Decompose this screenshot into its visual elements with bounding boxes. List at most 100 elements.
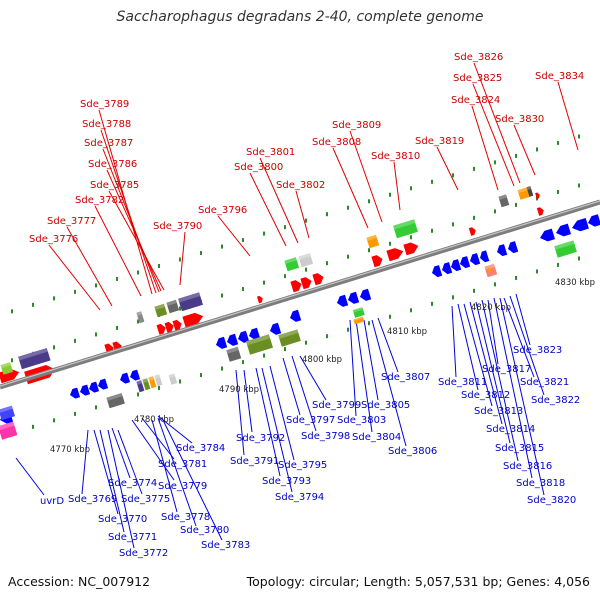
gene-label-forward[interactable]: Sde_3790 xyxy=(153,221,202,232)
gene-label-reverse[interactable]: Sde_3783 xyxy=(201,540,250,551)
leader-line-reverse xyxy=(282,357,301,416)
gene-label-reverse[interactable]: Sde_3806 xyxy=(388,446,437,457)
leader-line-reverse xyxy=(261,367,293,493)
gene-label-reverse[interactable]: uvrD xyxy=(40,496,64,507)
gene-label-reverse[interactable]: Sde_3774 xyxy=(108,478,157,489)
gene-label-reverse[interactable]: Sde_3815 xyxy=(495,443,544,454)
coord-label: 4820 kbp xyxy=(471,303,511,313)
gene-label-reverse[interactable]: Sde_3798 xyxy=(301,431,350,442)
gene-arrow-reverse xyxy=(451,259,462,272)
leader-line-reverse xyxy=(15,457,45,496)
gene-label-reverse[interactable]: Sde_3818 xyxy=(516,478,565,489)
gene-label-reverse[interactable]: Sde_3797 xyxy=(286,415,335,426)
gene-box xyxy=(366,234,380,249)
gene-label-reverse[interactable]: Sde_3792 xyxy=(236,433,285,444)
gene-label-reverse[interactable]: Sde_3781 xyxy=(158,459,207,470)
gene-label-reverse[interactable]: Sde_3807 xyxy=(381,372,430,383)
gene-label-reverse[interactable]: Sde_3811 xyxy=(438,377,487,388)
leader-line-reverse xyxy=(117,429,143,495)
gene-label-reverse[interactable]: Sde_3791 xyxy=(230,456,279,467)
gene-box xyxy=(106,393,125,409)
gene-arrow-reverse xyxy=(70,387,81,399)
gene-label-reverse[interactable]: Sde_3769 xyxy=(68,494,117,505)
gene-label-reverse[interactable]: Sde_3813 xyxy=(474,406,523,417)
gene-label-forward[interactable]: Sde_3796 xyxy=(198,205,247,216)
gene-label-forward[interactable]: Sde_3801 xyxy=(246,147,295,158)
gene-label-forward[interactable]: Sde_3808 xyxy=(312,137,361,148)
gene-arrow-forward xyxy=(403,242,419,256)
gene-label-reverse[interactable]: Sde_3816 xyxy=(503,461,552,472)
gene-label-forward[interactable]: Sde_3800 xyxy=(234,162,283,173)
leader-line-forward xyxy=(94,205,142,297)
gene-label-reverse[interactable]: Sde_3784 xyxy=(176,443,225,454)
gene-box xyxy=(298,253,314,268)
gene-label-forward[interactable]: Sde_3830 xyxy=(495,114,544,125)
gene-label-forward[interactable]: Sde_3785 xyxy=(90,180,139,191)
gene-arrow-reverse xyxy=(238,330,250,343)
gene-label-forward[interactable]: Sde_3788 xyxy=(82,119,131,130)
gene-label-reverse[interactable]: Sde_3793 xyxy=(262,476,311,487)
gene-label-reverse[interactable]: Sde_3772 xyxy=(119,548,168,559)
gene-arrow-reverse xyxy=(227,333,239,346)
leader-line-forward xyxy=(473,62,521,184)
leader-line-reverse xyxy=(255,367,281,477)
leader-line-reverse xyxy=(161,417,223,541)
gene-label-reverse[interactable]: Sde_3814 xyxy=(486,424,535,435)
gene-arrow-forward xyxy=(156,323,166,335)
gene-label-reverse[interactable]: Sde_3780 xyxy=(180,525,229,536)
gene-arrow-reverse xyxy=(572,218,589,232)
gene-label-forward[interactable]: Sde_3819 xyxy=(415,136,464,147)
gene-label-forward[interactable]: Sde_3789 xyxy=(80,99,129,110)
gene-label-forward[interactable]: Sde_3834 xyxy=(535,71,584,82)
gene-label-forward[interactable]: Sde_3826 xyxy=(454,52,503,63)
leader-line-forward xyxy=(66,226,113,307)
leader-line-forward xyxy=(108,190,165,291)
gene-label-reverse[interactable]: Sde_3821 xyxy=(520,377,569,388)
accession-text: Accession: NC_007912 xyxy=(8,574,151,589)
gene-label-reverse[interactable]: Sde_3795 xyxy=(278,460,327,471)
leader-line-reverse xyxy=(457,303,479,391)
gene-box xyxy=(18,347,51,370)
gene-label-reverse[interactable]: Sde_3770 xyxy=(98,514,147,525)
gene-label-reverse[interactable]: Sde_3812 xyxy=(461,390,510,401)
gene-arrow-reverse xyxy=(120,372,131,384)
gene-arrow-reverse xyxy=(588,214,600,227)
leader-line-forward xyxy=(102,148,160,293)
gene-label-reverse[interactable]: Sde_3778 xyxy=(161,512,210,523)
gene-label-reverse[interactable]: Sde_3799 xyxy=(312,400,361,411)
gene-label-forward[interactable]: Sde_3787 xyxy=(84,138,133,149)
gene-label-reverse[interactable]: Sde_3817 xyxy=(482,364,531,375)
gene-label-reverse[interactable]: Sde_3771 xyxy=(108,532,157,543)
gene-box xyxy=(0,362,14,375)
gene-arrow-forward xyxy=(290,280,302,293)
gene-label-reverse[interactable]: Sde_3804 xyxy=(352,432,401,443)
gene-label-reverse[interactable]: Sde_3775 xyxy=(121,494,170,505)
gene-label-forward[interactable]: Sde_3824 xyxy=(451,95,500,106)
gene-label-reverse[interactable]: Sde_3803 xyxy=(337,415,386,426)
gene-label-forward[interactable]: Sde_3777 xyxy=(47,216,96,227)
gene-arrow-reverse xyxy=(80,384,91,396)
gene-box xyxy=(154,374,163,387)
gene-label-forward[interactable]: Sde_3802 xyxy=(276,180,325,191)
gene-label-forward[interactable]: Sde_3776 xyxy=(29,234,78,245)
genome-summary-text: Topology: circular; Length: 5,057,531 bp… xyxy=(246,574,590,589)
gene-box xyxy=(352,307,365,318)
gene-label-forward[interactable]: Sde_3786 xyxy=(88,159,137,170)
gene-label-forward[interactable]: Sde_3825 xyxy=(453,73,502,84)
leader-line-reverse xyxy=(355,319,373,433)
gene-label-forward[interactable]: Sde_3810 xyxy=(371,151,420,162)
gene-label-reverse[interactable]: Sde_3805 xyxy=(361,400,410,411)
gene-label-reverse[interactable]: Sde_3823 xyxy=(513,345,562,356)
gene-label-reverse[interactable]: Sde_3820 xyxy=(527,495,576,506)
gene-label-reverse[interactable]: Sde_3794 xyxy=(275,492,324,503)
leader-line-reverse xyxy=(463,303,493,407)
map-title: Saccharophagus degradans 2-40, complete … xyxy=(116,9,484,25)
gene-label-forward[interactable]: Sde_3782 xyxy=(75,195,124,206)
gene-label-reverse[interactable]: Sde_3779 xyxy=(158,481,207,492)
gene-arrow-reverse xyxy=(290,309,302,322)
leader-line-forward xyxy=(100,129,157,294)
gene-label-forward[interactable]: Sde_3809 xyxy=(332,120,381,131)
gene-label-reverse[interactable]: Sde_3822 xyxy=(531,395,580,406)
gene-box xyxy=(278,329,301,347)
